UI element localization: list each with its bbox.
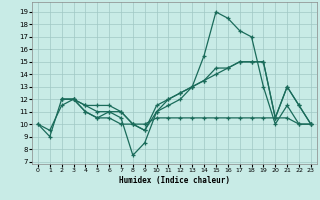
X-axis label: Humidex (Indice chaleur): Humidex (Indice chaleur) (119, 176, 230, 185)
